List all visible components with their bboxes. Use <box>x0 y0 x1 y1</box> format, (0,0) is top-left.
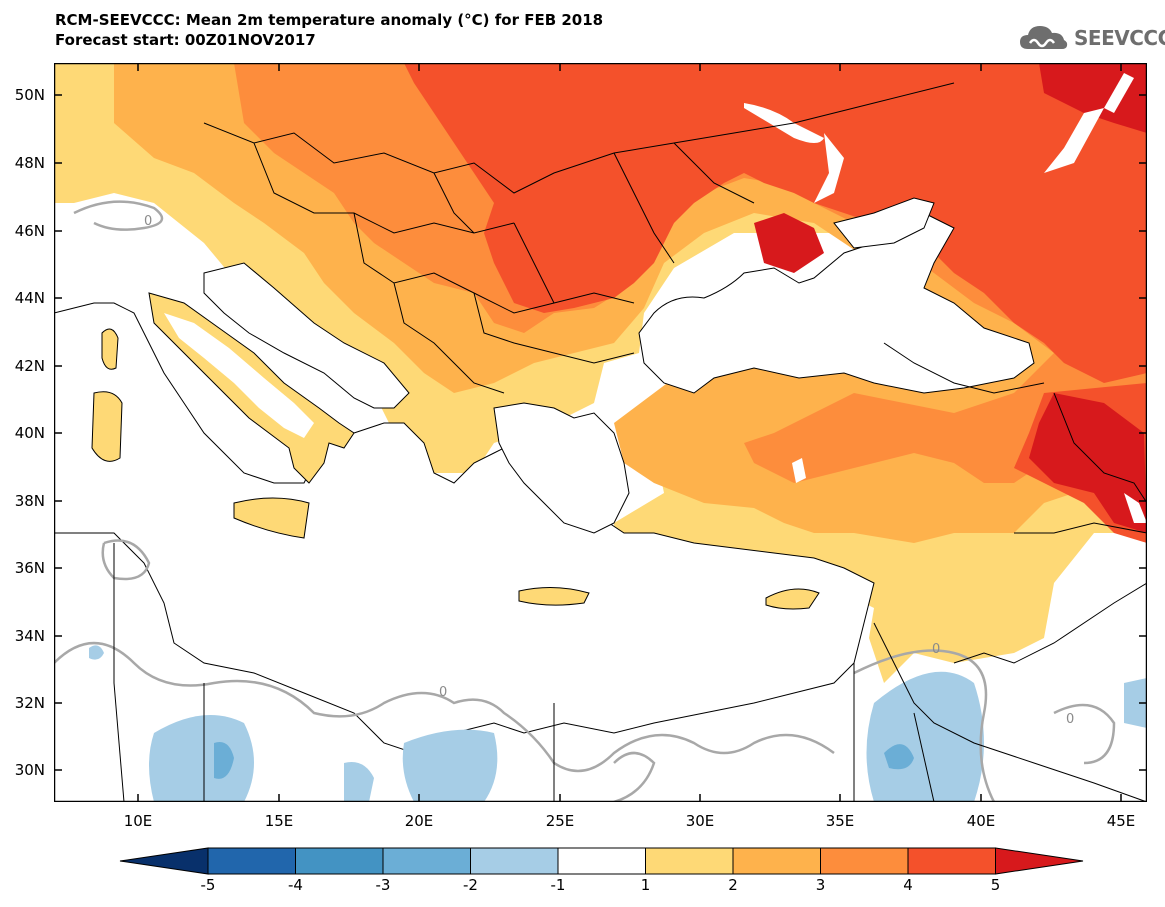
lat-label: 48N <box>14 154 45 172</box>
colorbar-bin <box>207 847 296 875</box>
sardinia-outline <box>91 391 123 462</box>
crete-outline <box>518 586 590 606</box>
corsica-outline <box>101 328 119 370</box>
colorbar-bin <box>907 847 996 875</box>
zero-contours <box>54 200 1116 802</box>
italy-inner-white <box>164 313 314 438</box>
lat-label: 34N <box>14 627 45 645</box>
colorbar-arrow-high <box>995 847 1084 875</box>
country-borders <box>113 82 1147 802</box>
anomaly-band-minus-1-minus-2-f <box>89 645 104 660</box>
lon-label: 10E <box>123 812 153 830</box>
colorbar <box>119 847 1084 875</box>
colorbar-arrow-low <box>119 847 209 875</box>
colorbar-bin <box>820 847 909 875</box>
colorbar-label: 2 <box>728 876 738 894</box>
black-sea <box>638 212 1035 394</box>
contour-label: 0 <box>144 214 152 229</box>
lon-label: 40E <box>966 812 996 830</box>
white-patch-russia-3 <box>1104 73 1134 113</box>
colorbar-bin <box>557 847 646 875</box>
white-patch-russia-1 <box>814 133 844 203</box>
colorbar-label: -4 <box>288 876 303 894</box>
colorbar-bin <box>645 847 734 875</box>
colorbar-label: 1 <box>640 876 651 894</box>
lat-ticks <box>54 94 1147 771</box>
contour-label: 0 <box>439 685 447 700</box>
colorbar-label: -3 <box>375 876 391 894</box>
aegean-sea <box>493 402 630 534</box>
anomaly-band-minus-1-minus-2-d <box>866 671 984 802</box>
anomaly-map: 0 0 0 0 <box>54 63 1147 802</box>
white-patch-anatolia <box>792 458 806 483</box>
colorbar-bin <box>295 847 384 875</box>
lat-label: 38N <box>14 492 45 510</box>
anomaly-band-4-5 <box>404 63 1147 383</box>
lon-label: 45E <box>1106 812 1136 830</box>
lat-label: 44N <box>14 289 45 307</box>
white-patch-russia-2 <box>1044 108 1104 173</box>
anomaly-band-minus-1-minus-2-c <box>344 762 374 802</box>
colorbar-label: 4 <box>903 876 913 894</box>
colorbar-bin <box>470 847 559 875</box>
lon-label: 35E <box>825 812 855 830</box>
white-patch-caucasus <box>1124 493 1147 523</box>
lat-label: 32N <box>14 694 45 712</box>
colorbar-label: 5 <box>990 876 1001 894</box>
anomaly-band-minus-1-minus-2-a <box>149 715 254 802</box>
map-title: RCM-SEEVCCC: Mean 2m temperature anomaly… <box>55 10 603 50</box>
title-line-2: Forecast start: 00Z01NOV2017 <box>55 31 316 49</box>
lon-label: 30E <box>685 812 715 830</box>
sicily-outline <box>233 497 310 539</box>
cloud-logo-icon <box>1020 26 1068 49</box>
colorbar-label: -5 <box>200 876 216 894</box>
colorbar-bin <box>732 847 821 875</box>
adriatic-sea <box>203 262 410 409</box>
lat-label: 36N <box>14 559 45 577</box>
contour-label: 0 <box>932 642 940 657</box>
anomaly-band-minus-2-minus-3-b <box>884 744 914 770</box>
contour-label: 0 <box>1066 712 1074 727</box>
white-patch-ukraine <box>744 103 824 143</box>
lat-label: 46N <box>14 222 45 240</box>
colorbar-label: 3 <box>815 876 826 894</box>
anomaly-band-minus-2-minus-3-a <box>214 742 234 779</box>
lon-label: 20E <box>404 812 434 830</box>
colorbar-bin <box>382 847 471 875</box>
anomaly-band-minus-1-minus-2-b <box>402 729 498 802</box>
sea-of-azov <box>833 197 935 249</box>
anomaly-band-above-5-caucasus <box>1029 393 1147 533</box>
lon-label: 25E <box>545 812 575 830</box>
lon-label: 15E <box>264 812 294 830</box>
colorbar-label: -1 <box>550 876 566 894</box>
brand-name: SEEVCCC <box>1074 26 1165 50</box>
colorbar-label: -2 <box>463 876 478 894</box>
lat-label: 50N <box>14 86 45 104</box>
anomaly-band-minus-1-minus-2-e <box>1124 678 1147 728</box>
lat-label: 40N <box>14 424 45 442</box>
brand-logo: SEEVCCC <box>1018 22 1165 54</box>
lat-label: 42N <box>14 357 45 375</box>
anomaly-band-above-5-crimea <box>754 213 824 273</box>
title-line-1: RCM-SEEVCCC: Mean 2m temperature anomaly… <box>55 11 604 29</box>
lon-ticks <box>137 63 1122 802</box>
lat-label: 30N <box>14 761 45 779</box>
cyprus-outline <box>765 588 820 610</box>
